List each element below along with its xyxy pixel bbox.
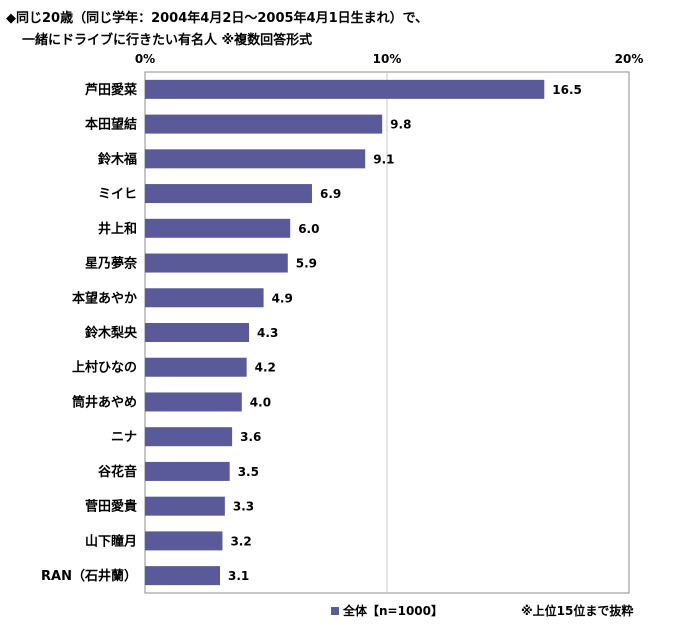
chart-title: ◆同じ20歳（同じ学年：2004年4月2日～2005年4月1日生まれ）で、 — [6, 11, 429, 26]
bar — [145, 79, 545, 99]
category-label: 井上和 — [98, 221, 137, 237]
x-tick-label: 10% — [373, 52, 402, 66]
legend-swatch — [331, 607, 339, 615]
bar — [145, 253, 288, 273]
data-label: 3.1 — [228, 569, 249, 583]
data-label: 4.9 — [272, 291, 293, 305]
bar — [145, 392, 242, 412]
bar — [145, 149, 366, 169]
bar — [145, 288, 264, 308]
category-label: 菅田愛貴 — [85, 499, 137, 515]
category-label: 鈴木梨央 — [85, 325, 138, 341]
x-tick-label: 20% — [615, 52, 644, 66]
bar — [145, 531, 223, 551]
category-label: 本田望結 — [85, 117, 137, 133]
data-label: 5.9 — [296, 257, 317, 271]
footnote: ※上位15位まで抜粋 — [521, 604, 634, 618]
chart-subtitle: 一緒にドライブに行きたい有名人 ※複数回答形式 — [22, 33, 313, 48]
data-label: 6.0 — [298, 222, 319, 236]
category-label: 山下瞳月 — [85, 533, 137, 549]
bar — [145, 114, 383, 134]
data-label: 4.3 — [257, 326, 278, 340]
category-label: RAN（石井蘭） — [41, 568, 137, 584]
bar — [145, 357, 247, 377]
bar — [145, 496, 225, 516]
category-label: 筒井あやめ — [72, 394, 137, 410]
bar — [145, 461, 230, 481]
data-label: 3.3 — [233, 500, 254, 514]
data-label: 9.8 — [390, 118, 411, 132]
category-label: 谷花音 — [98, 464, 137, 480]
data-label: 9.1 — [373, 152, 394, 166]
data-label: 4.0 — [250, 395, 271, 409]
bar — [145, 427, 233, 447]
bar — [145, 566, 221, 586]
bar — [145, 323, 250, 342]
category-label: ミイヒ — [98, 187, 137, 202]
legend-label: 全体【n=1000】 — [343, 604, 443, 618]
category-label: 上村ひなの — [72, 360, 137, 376]
bar — [145, 218, 291, 238]
category-label: 本望あやか — [72, 290, 137, 306]
data-label: 16.5 — [552, 83, 582, 97]
category-label: ニナ — [111, 430, 137, 445]
data-label: 3.2 — [230, 534, 251, 548]
data-label: 6.9 — [320, 187, 341, 201]
data-label: 4.2 — [255, 361, 276, 375]
bar — [145, 184, 312, 204]
category-label: 芦田愛菜 — [85, 82, 137, 98]
category-label: 鈴木福 — [98, 151, 137, 167]
data-label: 3.6 — [240, 430, 261, 444]
data-label: 3.5 — [238, 465, 259, 479]
category-label: 星乃夢奈 — [85, 256, 138, 272]
x-tick-label: 0% — [135, 52, 155, 66]
legend: 全体【n=1000】 — [331, 602, 443, 619]
